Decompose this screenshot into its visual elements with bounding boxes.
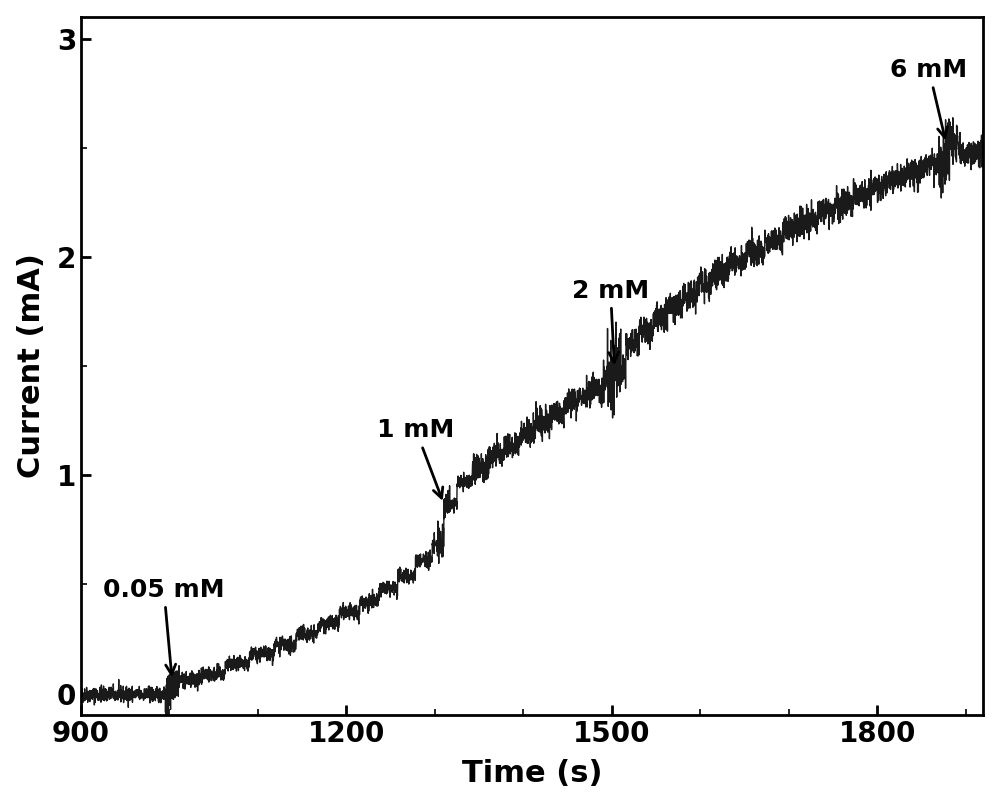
Text: 2 mM: 2 mM <box>572 279 649 362</box>
Y-axis label: Current (mA): Current (mA) <box>17 254 46 478</box>
Text: 1 mM: 1 mM <box>377 419 455 498</box>
X-axis label: Time (s): Time (s) <box>462 759 602 788</box>
Text: 0.05 mM: 0.05 mM <box>103 578 225 675</box>
Text: 6 mM: 6 mM <box>890 58 968 138</box>
